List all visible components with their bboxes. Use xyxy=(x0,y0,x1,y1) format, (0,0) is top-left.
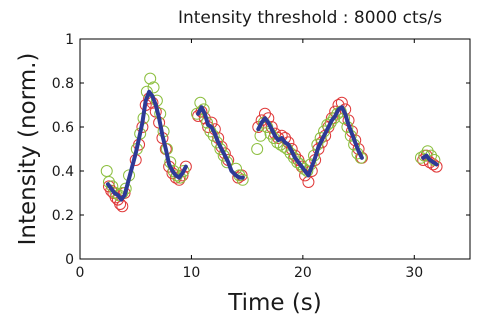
y-tick-label: 0.6 xyxy=(52,120,74,136)
y-tick-label: 1 xyxy=(65,32,74,48)
x-tick-label: 10 xyxy=(183,265,201,281)
plot-area-frame xyxy=(79,38,471,260)
chart-title: Intensity threshold : 8000 cts/s xyxy=(178,8,442,28)
data-point xyxy=(144,72,157,85)
series-0 xyxy=(102,92,443,213)
series-line xyxy=(421,153,439,167)
data-point xyxy=(302,176,315,188)
y-axis: 0 0.2 0.4 0.6 0.8 1 xyxy=(52,32,470,268)
y-tick-label: 0.8 xyxy=(52,76,74,92)
plot-marks xyxy=(100,72,443,213)
series-line xyxy=(256,105,364,178)
x-tick-label: 20 xyxy=(294,265,312,281)
y-axis-label: Intensity (norm.) xyxy=(15,53,41,246)
series-2 xyxy=(105,89,439,202)
x-tick-label: 0 xyxy=(76,265,85,281)
data-point xyxy=(177,165,190,177)
data-point xyxy=(147,81,160,94)
data-point xyxy=(430,160,443,173)
y-tick-label: 0.4 xyxy=(52,164,74,180)
y-tick-label: 0 xyxy=(65,252,74,268)
series-line xyxy=(105,89,188,202)
series-line xyxy=(196,105,245,180)
x-axis: 0 10 20 30 xyxy=(76,39,423,281)
data-point xyxy=(236,173,249,186)
data-point xyxy=(418,149,431,162)
x-tick-label: 30 xyxy=(405,265,423,281)
data-point xyxy=(174,171,187,184)
data-point xyxy=(167,165,180,177)
x-axis-label: Time (s) xyxy=(227,290,322,316)
data-point xyxy=(291,156,304,169)
data-point xyxy=(427,158,440,171)
data-point xyxy=(328,112,341,125)
y-tick-label: 0.2 xyxy=(52,208,74,224)
data-point xyxy=(109,187,122,199)
data-point xyxy=(191,107,203,120)
data-point xyxy=(100,165,113,177)
data-point xyxy=(294,158,307,171)
data-point xyxy=(324,116,337,129)
data-point xyxy=(251,143,264,155)
